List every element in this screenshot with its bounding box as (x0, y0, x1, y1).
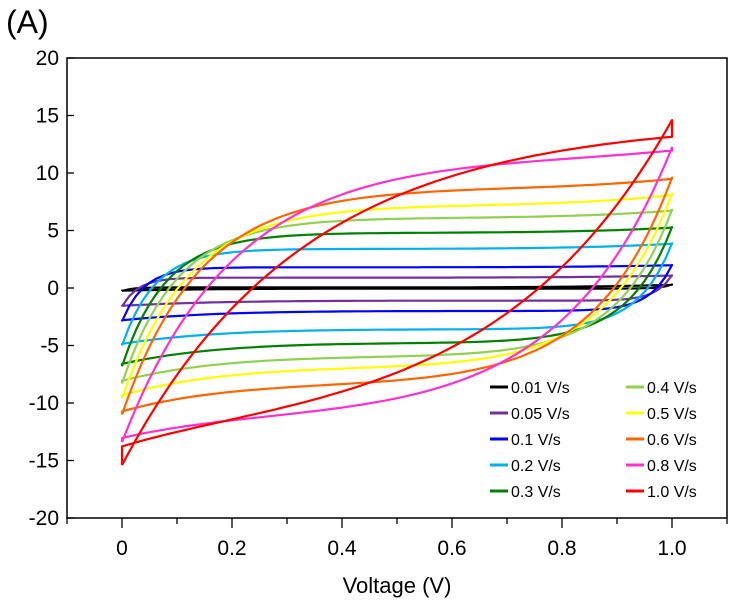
legend-label: 0.2 V/s (511, 458, 561, 475)
legend-label: 0.6 V/s (647, 432, 697, 449)
cv-curve-6 (120, 192, 674, 399)
y-tick-label: -15 (29, 450, 59, 473)
cv-curve-9 (120, 119, 674, 466)
y-tick-label: -10 (29, 392, 59, 415)
legend: 0.01 V/s 0.05 V/s 0.1 V/s 0.2 V/s 0.3 V/s 0.4… (490, 380, 697, 501)
y-tick-label: 10 (36, 162, 59, 185)
x-tick-label: 0.8 (547, 537, 576, 560)
panel-label: (A) (6, 4, 49, 40)
cv-curve-3 (120, 242, 674, 346)
x-tick-label: 0.6 (437, 537, 466, 560)
x-tick-label: 0 (116, 537, 128, 560)
y-axis: 20 15 10 5 0 -5 -10 -15 -20 (29, 47, 74, 530)
legend-label: 0.3 V/s (511, 484, 561, 501)
x-tick-label: 0.4 (327, 537, 357, 560)
legend-label: 0.8 V/s (647, 458, 697, 475)
cv-curve-5 (120, 208, 674, 384)
x-axis: 0 0.2 0.4 0.6 0.8 1.0 (66, 518, 728, 560)
legend-label: 0.05 V/s (511, 406, 570, 423)
legend-label: 0.5 V/s (647, 406, 697, 423)
y-tick-label: 5 (47, 220, 59, 243)
legend-label: 0.01 V/s (511, 380, 570, 397)
y-tick-label: 0 (47, 277, 59, 300)
y-tick-label: 20 (36, 47, 59, 70)
y-tick-label: -5 (40, 335, 59, 358)
x-tick-label: 0.2 (217, 537, 246, 560)
cv-curve-0 (120, 283, 674, 292)
cv-curve-2 (120, 263, 674, 322)
cv-curve-4 (120, 225, 674, 367)
cv-curve-1 (120, 274, 674, 308)
legend-label: 0.1 V/s (511, 432, 561, 449)
legend-label: 0.4 V/s (647, 380, 697, 397)
x-tick-label: 1.0 (657, 537, 686, 560)
x-axis-label: Voltage (V) (343, 573, 452, 598)
y-tick-label: 15 (36, 105, 59, 128)
y-tick-label: -20 (29, 507, 59, 530)
cv-curve-8 (120, 146, 674, 443)
series-curves (120, 119, 674, 466)
legend-label: 1.0 V/s (647, 484, 697, 501)
